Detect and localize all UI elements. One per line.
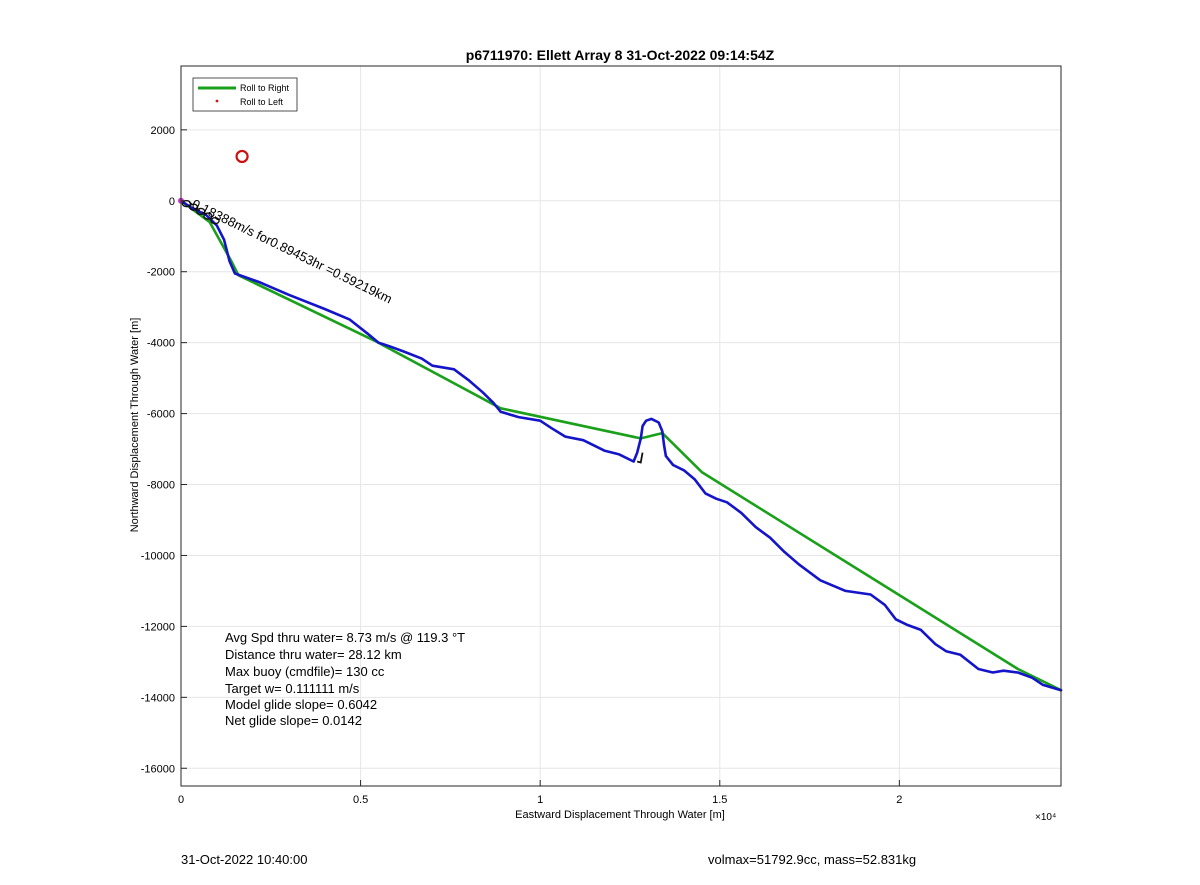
- series-line-blue-track: [179, 199, 1063, 692]
- circle-marker: [235, 149, 249, 164]
- stat-max-buoy: Max buoy (cmdfile)= 130 cc: [225, 664, 385, 679]
- legend-label-right: Roll to Right: [240, 83, 290, 93]
- tick-labels: 0 0.5 1 1.5 2 2000 0 -2000 -4000 -6000 -8000 -10000…: [141, 125, 903, 806]
- track-hook: [636, 452, 644, 464]
- stat-net-glide: Net glide slope= 0.0142: [225, 713, 362, 728]
- y-tick-label: -16000: [141, 763, 175, 775]
- footer-timestamp: 31-Oct-2022 10:40:00: [181, 852, 308, 867]
- footer-volume-mass: volmax=51792.9cc, mass=52.831kg: [708, 852, 917, 867]
- x-tick-label: 0: [178, 794, 184, 806]
- legend-label-left: Roll to Left: [240, 97, 284, 107]
- y-tick-label: -6000: [147, 409, 175, 421]
- stats-block: Avg Spd thru water= 8.73 m/s @ 119.3 °T …: [225, 630, 465, 728]
- legend-dot-left: [215, 99, 219, 103]
- stat-target-w: Target w= 0.111111 m/s: [225, 681, 360, 696]
- dive-marker: [196, 207, 206, 216]
- legend: Roll to Right Roll to Left: [192, 77, 298, 112]
- series-line-roll-to-right: [179, 199, 1063, 692]
- y-tick-label: -8000: [147, 480, 175, 492]
- stat-distance: Distance thru water= 28.12 km: [225, 647, 402, 662]
- dive-marker: [188, 203, 199, 211]
- x-axis-label: Eastward Displacement Through Water [m]: [515, 809, 725, 821]
- y-tick-label: 0: [169, 196, 175, 208]
- x-tick-label: 1.5: [712, 794, 727, 806]
- x-tick-label: 2: [896, 794, 902, 806]
- x-exponent-label: ×10⁴: [1035, 812, 1056, 823]
- y-tick-label: 2000: [151, 125, 175, 137]
- chart-title: p6711970: Ellett Array 8 31-Oct-2022 09:…: [466, 47, 775, 63]
- legend-box: [192, 77, 298, 112]
- stat-model-glide: Model glide slope= 0.6042: [225, 697, 377, 712]
- x-tick-label: 0.5: [353, 794, 368, 806]
- y-tick-label: -12000: [141, 621, 175, 633]
- stat-avg-speed: Avg Spd thru water= 8.73 m/s @ 119.3 °T: [225, 630, 465, 645]
- y-tick-label: -2000: [147, 267, 175, 279]
- y-axis-label: Northward Displacement Through Water [m]: [129, 318, 141, 533]
- y-tick-label: -4000: [147, 338, 175, 350]
- y-tick-label: -14000: [141, 692, 175, 704]
- y-tick-label: -10000: [141, 550, 175, 562]
- x-tick-label: 1: [537, 794, 543, 806]
- dive-marker: [210, 216, 220, 225]
- axes-box: [180, 65, 1062, 787]
- dive-marker: [203, 212, 213, 220]
- series-layer: [178, 149, 1063, 692]
